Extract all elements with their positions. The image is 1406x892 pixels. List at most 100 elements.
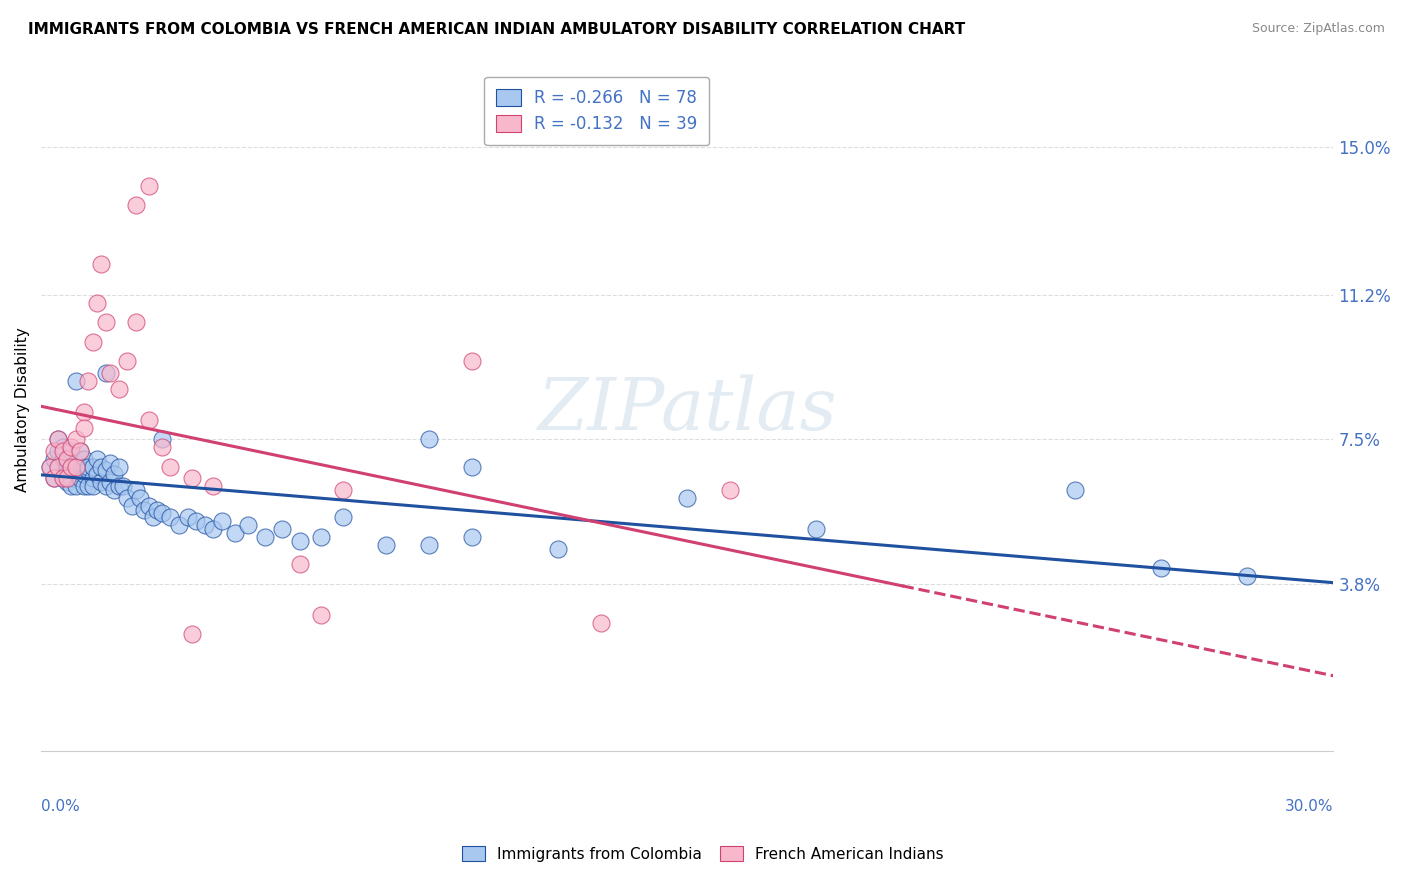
Point: [98, 475, 121, 490]
Point: [186, 514, 208, 528]
Point: [98, 366, 121, 380]
Point: [73, 459, 96, 474]
Point: [1150, 561, 1173, 575]
Point: [332, 510, 354, 524]
Point: [676, 491, 699, 505]
Point: [42, 471, 65, 485]
Point: [56, 471, 79, 485]
Point: [211, 514, 233, 528]
Point: [1236, 569, 1258, 583]
Point: [159, 459, 181, 474]
Point: [271, 522, 294, 536]
Point: [107, 459, 129, 474]
Point: [77, 463, 100, 477]
Point: [224, 525, 246, 540]
Point: [38, 459, 60, 474]
Text: 0.0%: 0.0%: [41, 799, 80, 814]
Point: [98, 456, 121, 470]
Point: [52, 467, 75, 482]
Point: [38, 459, 60, 474]
Point: [56, 459, 79, 474]
Point: [73, 451, 96, 466]
Point: [69, 444, 91, 458]
Point: [94, 479, 117, 493]
Point: [129, 491, 152, 505]
Point: [176, 510, 198, 524]
Point: [46, 432, 69, 446]
Point: [73, 467, 96, 482]
Point: [202, 479, 225, 493]
Point: [111, 479, 134, 493]
Point: [150, 432, 173, 446]
Point: [418, 432, 440, 446]
Point: [82, 334, 104, 349]
Point: [52, 444, 75, 458]
Point: [117, 354, 139, 368]
Point: [65, 456, 87, 470]
Point: [159, 510, 181, 524]
Text: 30.0%: 30.0%: [1285, 799, 1333, 814]
Point: [332, 483, 354, 497]
Point: [138, 178, 160, 193]
Point: [56, 451, 79, 466]
Point: [591, 615, 613, 630]
Point: [461, 459, 484, 474]
Point: [52, 440, 75, 454]
Point: [60, 459, 83, 474]
Point: [82, 471, 104, 485]
Point: [65, 459, 87, 474]
Point: [52, 451, 75, 466]
Point: [56, 475, 79, 490]
Text: Source: ZipAtlas.com: Source: ZipAtlas.com: [1251, 22, 1385, 36]
Point: [718, 483, 741, 497]
Point: [82, 479, 104, 493]
Point: [65, 463, 87, 477]
Point: [146, 502, 169, 516]
Point: [180, 627, 202, 641]
Point: [121, 499, 143, 513]
Point: [103, 483, 125, 497]
Point: [202, 522, 225, 536]
Point: [46, 444, 69, 458]
Point: [42, 451, 65, 466]
Point: [94, 463, 117, 477]
Point: [65, 432, 87, 446]
Point: [94, 315, 117, 329]
Point: [77, 374, 100, 388]
Point: [56, 451, 79, 466]
Point: [461, 530, 484, 544]
Point: [90, 459, 112, 474]
Point: [46, 432, 69, 446]
Point: [94, 366, 117, 380]
Point: [73, 479, 96, 493]
Point: [60, 459, 83, 474]
Point: [107, 382, 129, 396]
Point: [107, 479, 129, 493]
Point: [374, 538, 396, 552]
Point: [309, 607, 332, 622]
Point: [86, 295, 108, 310]
Legend: R = -0.266   N = 78, R = -0.132   N = 39: R = -0.266 N = 78, R = -0.132 N = 39: [484, 77, 709, 145]
Point: [150, 507, 173, 521]
Point: [125, 483, 148, 497]
Point: [138, 413, 160, 427]
Point: [52, 471, 75, 485]
Point: [167, 518, 190, 533]
Point: [309, 530, 332, 544]
Point: [86, 451, 108, 466]
Point: [73, 420, 96, 434]
Point: [60, 440, 83, 454]
Point: [69, 471, 91, 485]
Y-axis label: Ambulatory Disability: Ambulatory Disability: [15, 327, 30, 492]
Text: IMMIGRANTS FROM COLOMBIA VS FRENCH AMERICAN INDIAN AMBULATORY DISABILITY CORRELA: IMMIGRANTS FROM COLOMBIA VS FRENCH AMERI…: [28, 22, 966, 37]
Point: [46, 459, 69, 474]
Point: [90, 257, 112, 271]
Point: [65, 374, 87, 388]
Point: [69, 467, 91, 482]
Point: [194, 518, 217, 533]
Point: [69, 444, 91, 458]
Point: [52, 471, 75, 485]
Legend: Immigrants from Colombia, French American Indians: Immigrants from Colombia, French America…: [453, 837, 953, 871]
Point: [125, 315, 148, 329]
Point: [288, 557, 311, 571]
